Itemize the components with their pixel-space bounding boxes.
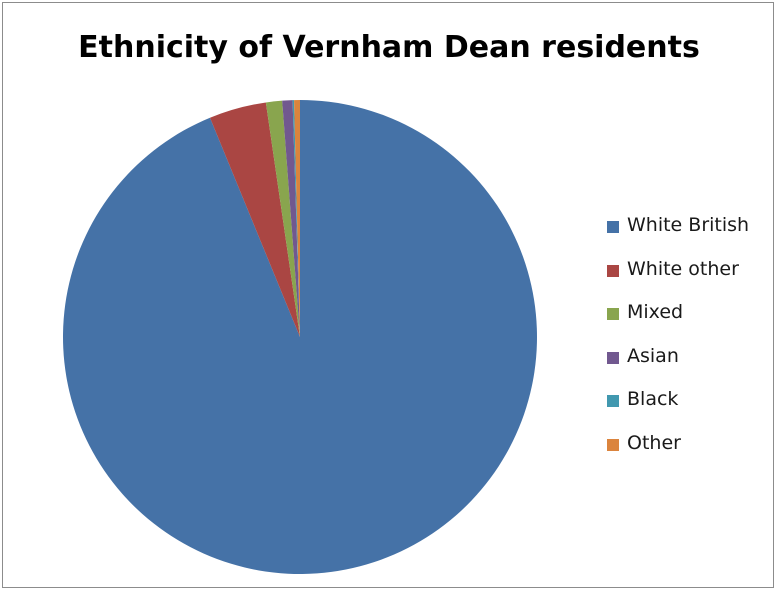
legend-swatch: [607, 438, 619, 451]
legend-swatch: [607, 264, 619, 277]
legend-label: White British: [627, 214, 750, 236]
legend-swatch: [607, 221, 619, 233]
legend-label: Other: [627, 431, 681, 454]
pie-slice-white-british: [62, 100, 537, 574]
legend-item: White British: [607, 214, 777, 238]
legend-label: Black: [627, 388, 679, 410]
chart-title: Ethnicity of Vernham Dean residents: [78, 30, 700, 65]
pie-slice-asian: [282, 100, 300, 337]
legend-item: Asian: [607, 345, 777, 369]
legend-label: White other: [627, 257, 739, 280]
legend-item: Mixed: [607, 301, 777, 325]
legend-label: Mixed: [627, 301, 684, 323]
legend-label: Asian: [627, 344, 679, 367]
legend-swatch: [607, 308, 619, 320]
legend-item: Other: [607, 432, 777, 456]
legend-swatch: [607, 395, 619, 407]
pie-slice-black: [292, 100, 300, 337]
pie-slice-mixed: [265, 100, 300, 337]
pie-slice-other: [294, 100, 300, 337]
legend-item: Black: [607, 388, 777, 412]
legend-item: White other: [607, 258, 777, 282]
legend-swatch: [607, 351, 619, 364]
pie-slice-white-other: [209, 102, 300, 337]
